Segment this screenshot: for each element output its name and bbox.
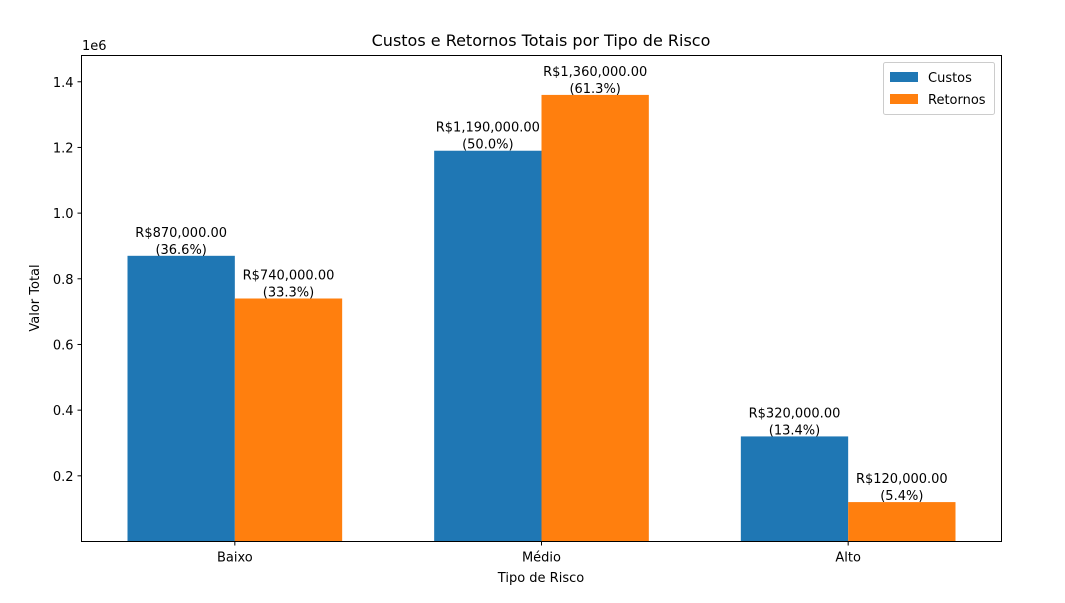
y-tick-label: 1.4	[53, 76, 74, 91]
bar-value-label: R$740,000.00	[243, 269, 335, 284]
bar-retornos-3	[848, 502, 956, 542]
y-axis-label: Valor Total	[28, 264, 43, 331]
bar-custos-3	[740, 436, 849, 542]
bar-value-label: R$870,000.00	[135, 226, 227, 241]
legend-label-custos: Custos	[928, 71, 972, 86]
bar-value-label: R$1,360,000.00	[543, 65, 647, 80]
legend-swatch-custos	[890, 72, 918, 82]
bar-retornos-2	[541, 94, 649, 542]
plot-frame	[81, 55, 1002, 542]
bars-group	[127, 94, 956, 542]
x-axis-label: Tipo de Risco	[497, 571, 584, 586]
x-tick-label: Médio	[522, 551, 561, 566]
bar-percent-label: (5.4%)	[880, 489, 923, 504]
y-tick-label: 0.6	[53, 338, 74, 353]
bar-retornos-1	[234, 298, 343, 542]
bar-percent-label: (13.4%)	[769, 423, 820, 438]
x-tick-label: Alto	[835, 551, 861, 566]
y-tick-label: 0.8	[53, 273, 74, 288]
bar-custos-1	[127, 255, 235, 542]
x-axis: Baixo Médio Alto	[217, 541, 861, 566]
legend-swatch-retornos	[890, 94, 918, 104]
y-tick-label: 1.2	[53, 141, 74, 156]
x-tick-label: Baixo	[217, 551, 253, 566]
legend-label-retornos: Retornos	[928, 93, 986, 108]
y-tick-label: 0.2	[53, 470, 74, 485]
y-tick-label: 1.0	[53, 207, 74, 222]
bar-percent-label: (33.3%)	[263, 286, 314, 301]
bar-percent-label: (36.6%)	[155, 243, 206, 258]
y-axis: 0.2 0.4 0.6 0.8 1.0 1.2 1.4	[53, 76, 82, 485]
bar-custos-2	[434, 150, 542, 542]
legend: Custos Retornos	[883, 62, 995, 115]
bar-percent-label: (50.0%)	[462, 138, 513, 153]
bar-value-label: R$120,000.00	[856, 472, 948, 487]
bar-labels-group: R$870,000.00 (36.6%) R$1,190,000.00 (50.0%)…	[135, 65, 947, 504]
y-tick-label: 0.4	[53, 404, 74, 419]
y-offset-label: 1e6	[82, 39, 107, 54]
bar-value-label: R$320,000.00	[749, 406, 841, 421]
bar-value-label: R$1,190,000.00	[436, 121, 540, 136]
chart-title: Custos e Retornos Totais por Tipo de Ris…	[372, 31, 711, 50]
bar-percent-label: (61.3%)	[569, 82, 620, 97]
